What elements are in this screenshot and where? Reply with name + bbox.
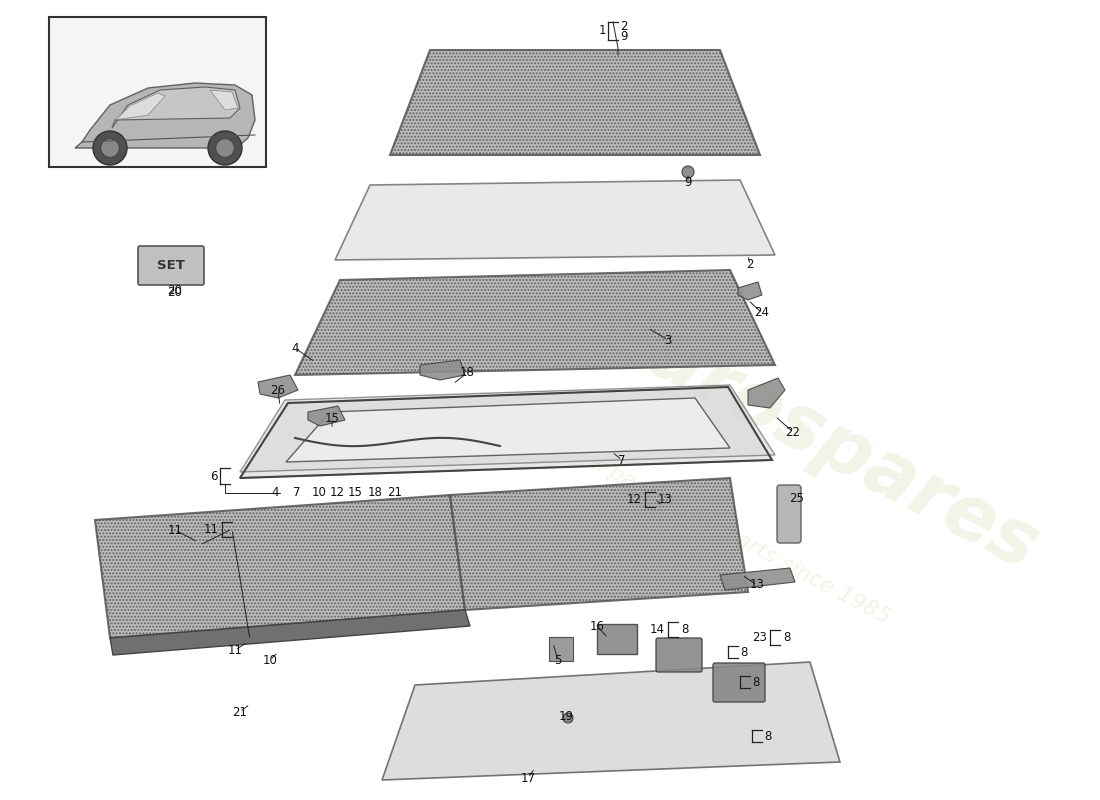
- Polygon shape: [286, 398, 730, 462]
- Text: 20: 20: [167, 283, 183, 297]
- Text: SET: SET: [157, 259, 185, 272]
- Polygon shape: [420, 360, 465, 380]
- Text: a passion for parts since 1985: a passion for parts since 1985: [586, 452, 893, 628]
- Circle shape: [208, 131, 242, 165]
- Polygon shape: [308, 406, 345, 426]
- Text: 24: 24: [755, 306, 770, 319]
- Text: 8: 8: [764, 730, 771, 742]
- Text: 8: 8: [681, 623, 689, 636]
- Text: 18: 18: [367, 486, 383, 499]
- Text: 26: 26: [271, 383, 286, 397]
- Text: 25: 25: [790, 491, 804, 505]
- Polygon shape: [240, 385, 776, 472]
- Text: 9: 9: [620, 30, 627, 42]
- Text: 9: 9: [684, 177, 692, 190]
- Text: 6: 6: [210, 470, 218, 482]
- Polygon shape: [748, 378, 785, 408]
- Text: 5: 5: [554, 654, 562, 666]
- Polygon shape: [116, 93, 165, 120]
- Text: 11: 11: [228, 643, 242, 657]
- Text: 1: 1: [598, 25, 606, 38]
- Polygon shape: [240, 387, 772, 478]
- Text: 11: 11: [167, 523, 183, 537]
- Polygon shape: [450, 478, 748, 610]
- Text: 8: 8: [783, 631, 791, 644]
- Circle shape: [94, 131, 126, 165]
- Polygon shape: [295, 270, 776, 375]
- FancyBboxPatch shape: [713, 663, 764, 702]
- Text: 3: 3: [664, 334, 672, 346]
- Text: 4: 4: [292, 342, 299, 354]
- Text: 2: 2: [620, 19, 627, 33]
- FancyBboxPatch shape: [656, 638, 702, 672]
- Polygon shape: [258, 375, 298, 398]
- Polygon shape: [720, 568, 795, 590]
- Text: 17: 17: [520, 771, 536, 785]
- Text: 15: 15: [348, 486, 362, 499]
- Text: 19: 19: [559, 710, 573, 723]
- Polygon shape: [738, 282, 762, 300]
- Text: 22: 22: [785, 426, 801, 438]
- Text: 12: 12: [330, 486, 344, 499]
- Text: 20: 20: [167, 286, 183, 298]
- Text: 16: 16: [590, 619, 605, 633]
- Polygon shape: [390, 50, 760, 155]
- Text: 2: 2: [746, 258, 754, 271]
- Polygon shape: [112, 87, 240, 128]
- Polygon shape: [210, 90, 238, 110]
- Polygon shape: [382, 662, 840, 780]
- Text: 21: 21: [387, 486, 403, 499]
- Polygon shape: [75, 83, 255, 148]
- Circle shape: [101, 138, 120, 158]
- Polygon shape: [336, 180, 776, 260]
- Text: 7: 7: [294, 486, 300, 499]
- Text: eurospares: eurospares: [590, 294, 1050, 586]
- Text: 7: 7: [618, 454, 626, 466]
- Text: 8: 8: [752, 675, 759, 689]
- Text: 23: 23: [752, 631, 767, 644]
- Text: 13: 13: [658, 493, 673, 506]
- Text: 4: 4: [272, 486, 278, 499]
- Text: 14: 14: [650, 623, 666, 636]
- Text: 10: 10: [263, 654, 277, 666]
- Polygon shape: [110, 610, 470, 655]
- Text: 18: 18: [460, 366, 474, 379]
- Circle shape: [563, 713, 573, 723]
- Polygon shape: [95, 495, 465, 638]
- Circle shape: [216, 138, 234, 158]
- Circle shape: [682, 166, 694, 178]
- FancyBboxPatch shape: [138, 246, 204, 285]
- Text: 15: 15: [324, 411, 340, 425]
- Text: 21: 21: [232, 706, 248, 718]
- FancyBboxPatch shape: [777, 485, 801, 543]
- FancyBboxPatch shape: [549, 637, 573, 661]
- Text: 12: 12: [627, 493, 642, 506]
- Text: 10: 10: [311, 486, 327, 499]
- FancyBboxPatch shape: [50, 17, 266, 167]
- Text: 11: 11: [204, 523, 219, 536]
- Text: 8: 8: [740, 646, 747, 658]
- Text: 13: 13: [749, 578, 764, 591]
- FancyBboxPatch shape: [597, 624, 637, 654]
